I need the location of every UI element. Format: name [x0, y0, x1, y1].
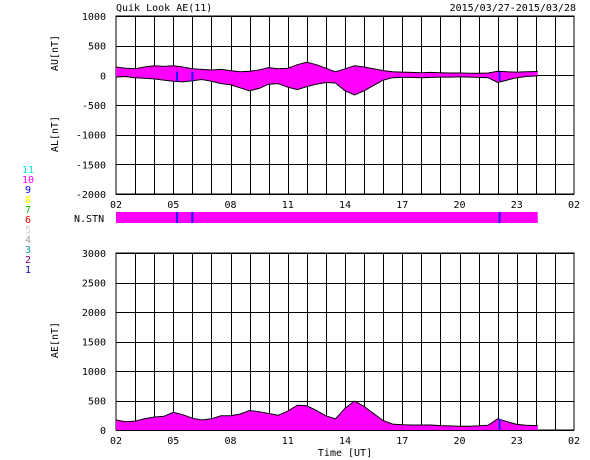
au-al-panel: AU[nT] AL[nT] 1000 500 0 -500 -1000 -1500 -200…	[50, 12, 580, 211]
au-axis-label: AU[nT]	[50, 35, 61, 71]
ae-ytick-label: 3000	[82, 249, 106, 260]
aual-xtick-label: 02	[568, 200, 580, 211]
ae-ytick-label: 1500	[82, 338, 106, 349]
ae-xtick-label: 02	[110, 436, 122, 447]
time-axis-label: Time [UT]	[318, 448, 372, 459]
ae-ytick-label: 2000	[82, 308, 106, 319]
au-al-fill-area	[116, 62, 538, 95]
legend-station-7: 7	[25, 205, 31, 216]
ae-ytick-label: 1000	[82, 367, 106, 378]
ae-ytick-label: 500	[88, 397, 106, 408]
aual-ytick-label: -2000	[76, 190, 106, 201]
ae-fill-area	[116, 401, 538, 430]
ae-ytick-label: 0	[100, 426, 106, 437]
legend-station-4: 4	[25, 235, 31, 246]
aual-ytick-label: 500	[88, 42, 106, 53]
plot-title: Quik Look AE(11)	[116, 3, 212, 14]
aual-ytick-label: -1500	[76, 160, 106, 171]
aual-xtick-label: 08	[224, 200, 236, 211]
aual-xtick-label: 23	[511, 200, 523, 211]
ae-series-line	[115, 400, 538, 427]
ae-xtick-label: 23	[511, 436, 523, 447]
aual-ytick-label: 1000	[82, 12, 106, 23]
ae-axis-label: AE[nT]	[50, 322, 61, 358]
legend-station-8: 8	[25, 195, 31, 206]
date-range-label: 2015/03/27-2015/03/28	[450, 3, 576, 14]
ae-xtick-label: 02	[568, 436, 580, 447]
legend-station-5: 5	[25, 225, 31, 236]
legend-station-6: 6	[25, 215, 31, 226]
ae-ytick-label: 2500	[82, 279, 106, 290]
aual-ytick-label: -1000	[76, 131, 106, 142]
legend-station-11: 11	[22, 165, 34, 176]
aual-ytick-label: -500	[82, 101, 106, 112]
aual-xtick-label: 17	[396, 200, 408, 211]
ae-xtick-label: 20	[453, 436, 465, 447]
au-series-line	[115, 61, 538, 74]
legend-station-10: 10	[22, 175, 34, 186]
aual-xtick-label: 20	[453, 200, 465, 211]
ae-xtick-label: 05	[167, 436, 179, 447]
aual-xtick-label: 14	[339, 200, 351, 211]
nstn-segment	[116, 212, 538, 223]
ae-xtick-label: 08	[224, 436, 236, 447]
legend-station-9: 9	[25, 185, 31, 196]
aual-ytick-label: 0	[100, 71, 106, 82]
legend-station-3: 3	[25, 245, 31, 256]
station-count-strip: N.STN	[74, 212, 538, 225]
legend-station-2: 2	[25, 255, 31, 266]
al-axis-label: AL[nT]	[50, 116, 61, 152]
ae-panel: AE[nT] Time [UT] 3000 2500 2000 1500 1000 500…	[50, 249, 580, 459]
nstn-label: N.STN	[74, 214, 104, 225]
ae-xtick-label: 17	[396, 436, 408, 447]
ae-xtick-label: 11	[282, 436, 294, 447]
aual-xtick-label: 05	[167, 200, 179, 211]
legend-station-1: 1	[25, 265, 31, 276]
ae-xtick-label: 14	[339, 436, 351, 447]
aual-xtick-label: 02	[110, 200, 122, 211]
aual-xtick-label: 11	[282, 200, 294, 211]
al-series-line	[115, 75, 538, 96]
